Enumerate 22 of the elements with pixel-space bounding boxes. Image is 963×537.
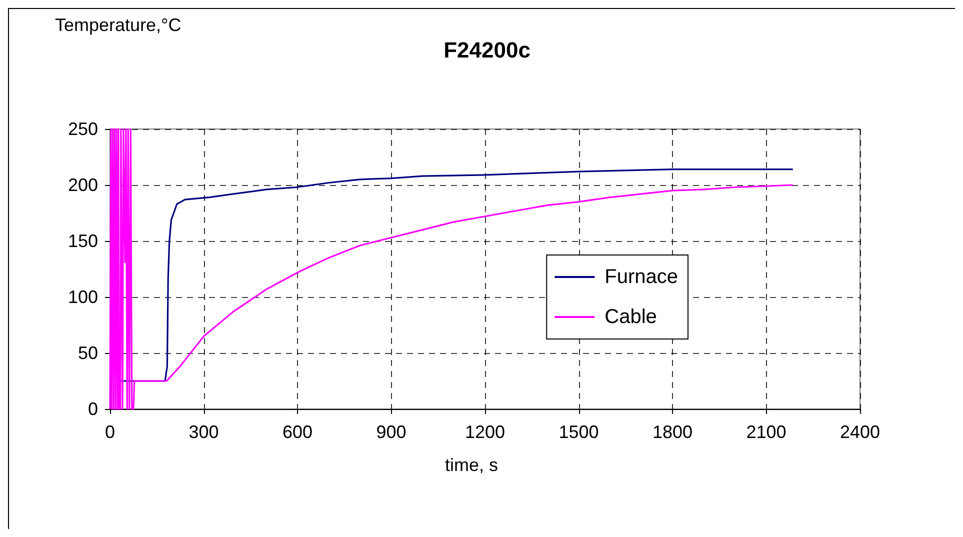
x-tick-label: 2100 [746, 422, 786, 442]
y-tick-label: 250 [68, 119, 98, 139]
y-axis-title: Temperature,°C [55, 15, 182, 35]
x-tick-label: 900 [376, 422, 406, 442]
y-tick-label: 100 [68, 287, 98, 307]
x-tick-label: 600 [282, 422, 313, 442]
x-tick-label: 300 [188, 422, 219, 442]
y-tick-label: 200 [68, 175, 98, 195]
x-tick-label: 2400 [840, 422, 880, 442]
y-tick-label: 150 [68, 231, 98, 251]
x-tick-label: 1500 [558, 422, 599, 442]
x-tick-label: 1200 [464, 422, 506, 442]
y-tick-label: 50 [78, 343, 98, 363]
legend-label: Cable [604, 306, 657, 328]
line-series [109, 128, 794, 410]
x-tick-label: 1800 [652, 422, 693, 442]
chart-title: F24200c [444, 38, 530, 62]
legend-label: Furnace [604, 266, 678, 288]
x-tick-label: 0 [104, 422, 116, 442]
x-axis-title: time, s [445, 455, 498, 475]
y-tick-label: 0 [88, 399, 98, 419]
line-series [118, 168, 794, 382]
